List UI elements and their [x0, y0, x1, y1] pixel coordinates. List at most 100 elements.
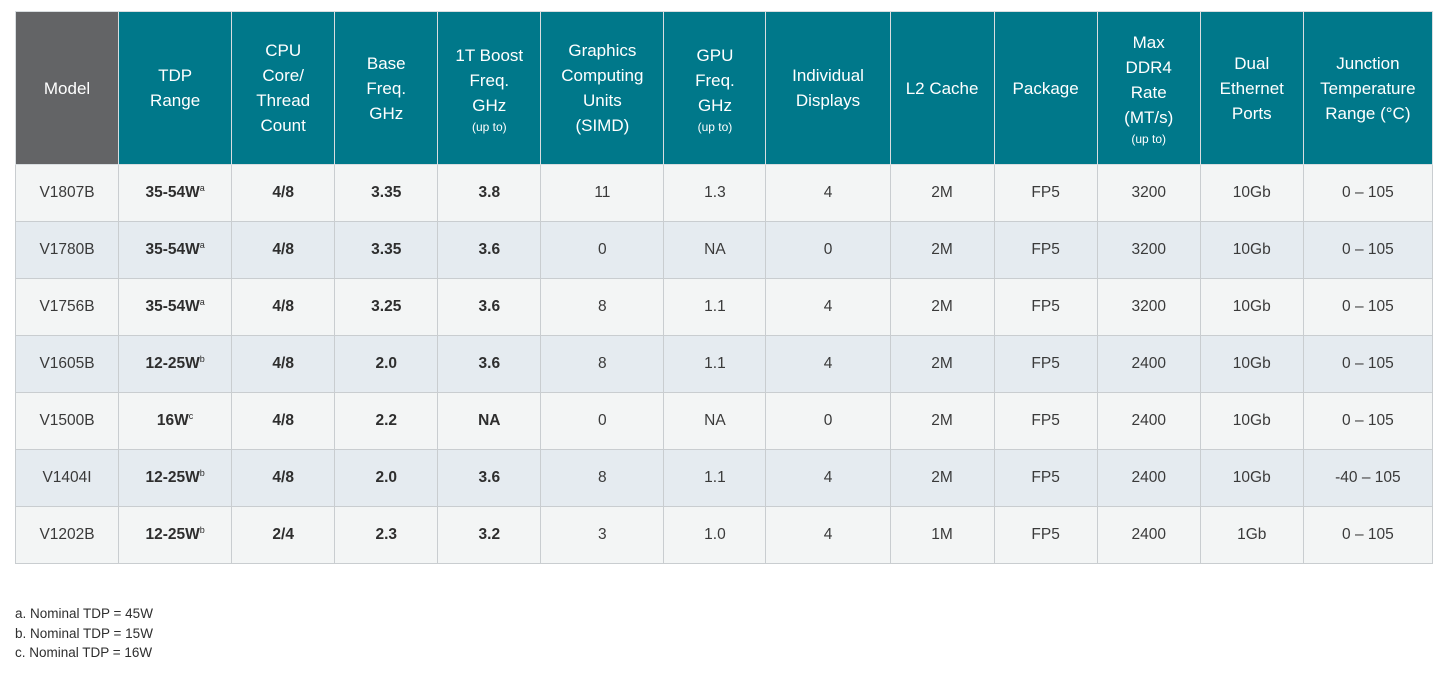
cell-value: 3.35 [371, 241, 402, 258]
header-label-line: L2 Cache [905, 78, 979, 98]
cell-value: 8 [598, 298, 607, 315]
footnotes: a. Nominal TDP = 45W b. Nominal TDP = 15W… [15, 604, 153, 663]
cell-value: 0 – 105 [1342, 412, 1394, 429]
cell-value: 4/8 [272, 298, 294, 315]
cell-value: 2.2 [375, 412, 398, 429]
header-label-line: DDR4 [1125, 58, 1172, 77]
header-label-line: 1T Boost [455, 45, 524, 65]
cell-value: 1.1 [704, 298, 726, 315]
cell-value: 10Gb [1232, 469, 1271, 486]
cell-tdp: 16Wc [118, 392, 233, 450]
header-label-line: (SIMD) [575, 116, 630, 135]
header-label-line: GHz [369, 103, 404, 123]
cell-value: 2M [931, 298, 953, 315]
header-label-line: Rate [1130, 83, 1167, 102]
cell-value: 2.3 [375, 526, 398, 543]
cell-tdp: 12-25Wb [118, 506, 233, 564]
header-label-line: GHz [472, 95, 507, 115]
cell-value: 10Gb [1232, 298, 1271, 315]
cell-boost: 3.6 [437, 335, 542, 393]
cell-ethernet: 1Gb [1199, 506, 1304, 564]
cell-ethernet: 10Gb [1199, 335, 1304, 393]
cell-value: 4/8 [272, 355, 294, 372]
cell-boost: 3.6 [437, 449, 542, 507]
cell-cores: 4/8 [231, 278, 336, 336]
cell-model: V1780B [14, 221, 120, 279]
cell-value: -40 – 105 [1335, 469, 1401, 486]
cell-value: 3.6 [478, 241, 501, 258]
cell-value: 0 [823, 241, 833, 258]
cell-ddr4: 2400 [1096, 506, 1201, 564]
cell-displays: 4 [765, 164, 891, 222]
cell-package: FP5 [993, 506, 1098, 564]
cell-gpu: 1.0 [663, 506, 767, 564]
header-label-line: Model [43, 78, 91, 98]
header-label-line: GHz [697, 95, 732, 115]
cell-value: 4/8 [272, 469, 294, 486]
cell-value: 2400 [1131, 355, 1166, 372]
cell-value: 3200 [1131, 184, 1166, 201]
cell-value: 1Gb [1237, 526, 1267, 543]
cell-cu: 11 [540, 164, 665, 222]
cell-value: 35-54W [145, 241, 200, 258]
cell-gpu: 1.1 [663, 278, 767, 336]
cell-l2: 2M [889, 278, 995, 336]
column-header-tdp-range: TDP Range [118, 11, 233, 165]
cell-ddr4: 2400 [1096, 335, 1201, 393]
cell-value: 0 – 105 [1342, 184, 1394, 201]
cell-cores: 4/8 [231, 392, 336, 450]
cell-value: NA [704, 412, 726, 429]
cell-temp: 0 – 105 [1302, 392, 1434, 450]
cell-cu: 0 [540, 392, 665, 450]
column-header-boost-freq: 1T Boost Freq. GHz (up to) [437, 11, 542, 165]
cell-model: V1605B [14, 335, 120, 393]
cell-value: 3 [598, 526, 607, 543]
header-label-line: Core/ [262, 66, 304, 85]
cell-cu: 3 [540, 506, 665, 564]
cell-boost: 3.8 [437, 164, 542, 222]
cell-value: 2400 [1131, 469, 1166, 486]
cell-tdp: 12-25Wb [118, 449, 233, 507]
header-label-line: Junction [1336, 53, 1400, 73]
cell-value: 4 [823, 355, 833, 372]
cell-ddr4: 3200 [1096, 278, 1201, 336]
cell-temp: 0 – 105 [1302, 164, 1434, 222]
header-label-line: Ethernet [1219, 78, 1284, 98]
cell-model: V1807B [14, 164, 120, 222]
cell-temp: 0 – 105 [1302, 278, 1434, 336]
cell-displays: 4 [765, 506, 891, 564]
cell-ethernet: 10Gb [1199, 392, 1304, 450]
header-label-line: Base [366, 53, 406, 73]
table-row: V1780B 35-54Wa 4/8 3.35 3.6 0 NA 0 2M FP5 3200 10Gb… [14, 221, 1434, 279]
cell-ddr4: 2400 [1096, 449, 1201, 507]
cell-value: 3.6 [478, 355, 501, 372]
table-row: V1202B 12-25Wb 2/4 2.3 3.2 3 1.0 4 1M FP5 2400 1Gb 0… [14, 506, 1434, 564]
footnote-marker: a [199, 182, 205, 193]
cell-base: 3.35 [334, 164, 439, 222]
footnote-marker: b [199, 524, 205, 535]
header-label-line: Temperature [1320, 78, 1416, 98]
cell-l2: 1M [889, 506, 995, 564]
cell-l2: 2M [889, 392, 995, 450]
processor-spec-table: Model TDP Range CPU Core/Thread Count Base Freq… [14, 11, 1434, 564]
table-body: V1807B 35-54Wa 4/8 3.35 3.8 11 1.3 4 2M FP5 3200 10… [14, 164, 1434, 564]
cell-l2: 2M [889, 221, 995, 279]
column-header-graphics-compute-units: Graphics Computing Units (SIMD) [540, 11, 665, 165]
cell-model: V1404I [14, 449, 120, 507]
cell-value: 2/4 [272, 526, 294, 543]
cell-tdp: 35-54Wa [118, 278, 233, 336]
cell-cu: 8 [540, 449, 665, 507]
footnote-marker: a [199, 239, 205, 250]
cell-value: 3.25 [371, 298, 402, 315]
cell-value: 2M [931, 241, 953, 258]
cell-value: 2.0 [375, 355, 398, 372]
cell-package: FP5 [993, 164, 1098, 222]
cell-value: 8 [598, 469, 607, 486]
cell-value: 4 [823, 469, 833, 486]
cell-value: 3200 [1131, 298, 1166, 315]
cell-value: NA [478, 412, 501, 429]
cell-value: FP5 [1031, 469, 1060, 486]
cell-value: V1202B [39, 526, 95, 543]
cell-value: V1756B [39, 298, 95, 315]
cell-value: FP5 [1031, 355, 1060, 372]
